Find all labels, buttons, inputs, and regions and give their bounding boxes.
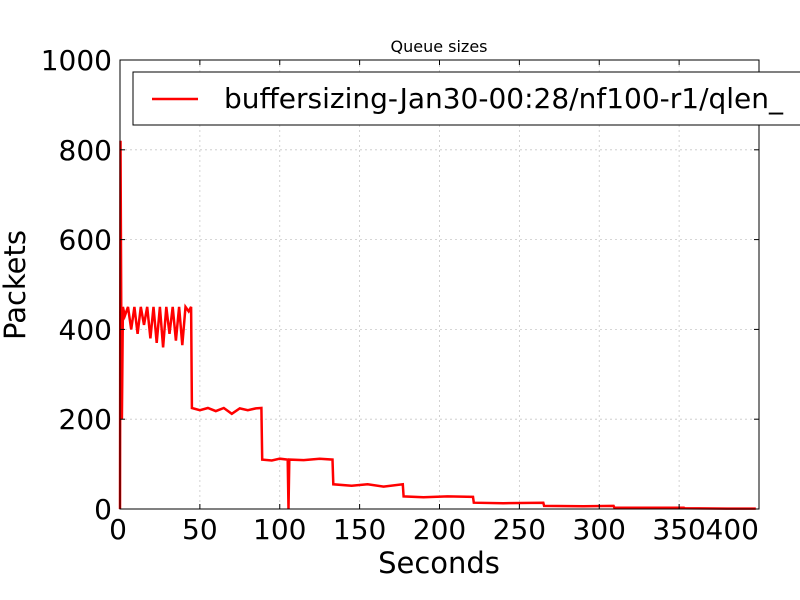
x-tick-label: 100 xyxy=(253,513,306,546)
legend: buffersizing-Jan30-00:28/nf100-r1/qlen_ xyxy=(132,71,800,126)
x-axis-label: Seconds xyxy=(378,546,500,580)
x-tick-label: 50 xyxy=(182,513,218,546)
x-tick-label: 350 xyxy=(652,513,705,546)
y-tick-label: 600 xyxy=(59,224,112,257)
x-tick-label: 300 xyxy=(573,513,626,546)
x-tick-label: 0 xyxy=(109,513,127,546)
y-tick-label: 1000 xyxy=(41,44,112,77)
y-tick-label: 800 xyxy=(59,134,112,167)
x-tick-label: 250 xyxy=(493,513,546,546)
y-tick-label: 0 xyxy=(94,493,112,526)
legend-label: buffersizing-Jan30-00:28/nf100-r1/qlen_ xyxy=(224,82,784,115)
legend-box xyxy=(132,71,800,126)
chart-title: Queue sizes xyxy=(390,37,487,56)
series-line xyxy=(118,140,756,510)
x-tick-label: 150 xyxy=(333,513,386,546)
x-tick-label: 200 xyxy=(413,513,466,546)
x-tick-label: 400 xyxy=(706,513,759,546)
y-tick-label: 400 xyxy=(59,313,112,346)
series-layer xyxy=(118,140,756,510)
axis-ticks xyxy=(119,59,760,510)
tick-labels: 0 50 100 150 200 250 300 350 4000200400600800100… xyxy=(41,44,759,546)
y-tick-label: 200 xyxy=(59,403,112,436)
y-axis-label: Packets xyxy=(0,230,32,340)
grid-lines xyxy=(119,59,760,510)
